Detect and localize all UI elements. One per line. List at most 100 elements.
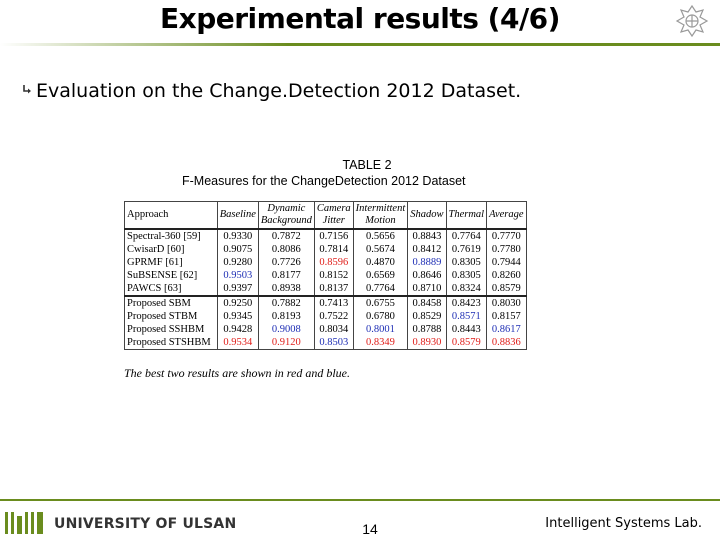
column-header: Camera Jitter [313,201,354,230]
value-cell: 0.5674 [352,243,409,256]
table-label: TABLE 2 [342,158,392,172]
column-header-line: Intermittent [355,203,406,214]
approach-cell: Proposed STBM [124,310,218,323]
title-divider [0,43,720,46]
table-row: Proposed STBM 0.9345 0.8193 0.7522 0.6780 0.8… [124,310,527,323]
column-header-line: Camera [316,203,351,214]
value-cell: 0.8137 [313,282,354,297]
value-cell: 0.7156 [313,228,354,243]
value-cell: 0.7872 [257,228,315,243]
value-cell: 0.8503 [313,336,354,350]
value-cell: 0.8034 [313,323,354,336]
column-header-line: Approach [127,209,169,220]
value-cell: 0.8646 [407,269,447,282]
value-cell: 0.9120 [257,336,315,350]
bullet-text: Evaluation on the Change.Detection 2012 … [36,80,522,102]
f-measure-table: Approach Baseline Dynamic Background Camera J… [124,201,527,350]
value-cell: 0.8086 [257,243,315,256]
value-cell: 0.9250 [216,295,259,310]
value-cell: 0.8889 [407,256,447,269]
table-note: The best two results are shown in red an… [124,366,350,380]
value-cell: 0.8529 [407,310,447,323]
table-row: Proposed SBM 0.9250 0.7882 0.7413 0.6755 0.84… [124,295,527,310]
value-cell: 0.8152 [313,269,354,282]
column-header: Shadow [407,201,447,230]
approach-cell: Proposed SBM [124,295,218,310]
value-cell: 0.9397 [216,282,259,297]
value-cell: 0.8617 [486,323,527,336]
value-cell: 0.7413 [313,295,354,310]
approach-cell: SuBSENSE [62] [124,269,218,282]
value-cell: 0.9330 [216,228,259,243]
value-cell: 0.8157 [486,310,527,323]
column-header: Intermittent Motion [352,201,409,230]
value-cell: 0.8349 [352,336,409,350]
value-cell: 0.8579 [486,282,527,297]
table-group-proposed-methods: Proposed SBM 0.9250 0.7882 0.7413 0.6755 0.84… [124,295,527,350]
value-cell: 0.9503 [216,269,259,282]
value-cell: 0.9008 [257,323,315,336]
table-title: F-Measures for the ChangeDetection 2012 … [182,174,466,188]
value-cell: 0.8938 [257,282,315,297]
value-cell: 0.7726 [257,256,315,269]
table-row: Proposed STSHBM 0.9534 0.9120 0.8503 0.8349 0… [124,336,527,350]
approach-cell: CwisarD [60] [124,243,218,256]
column-header: Thermal [445,201,488,230]
table-row: SuBSENSE [62] 0.9503 0.8177 0.8152 0.6569 0.8… [124,269,527,282]
value-cell: 0.8001 [352,323,409,336]
page-number: 14 [362,521,378,537]
value-cell: 0.9345 [216,310,259,323]
approach-cell: PAWCS [63] [124,282,218,297]
value-cell: 0.5656 [352,228,409,243]
value-cell: 0.7882 [257,295,315,310]
approach-cell: Spectral-360 [59] [124,228,218,243]
column-header: Dynamic Background [257,201,315,230]
column-header-line: Background [260,215,312,226]
approach-cell: GPRMF [61] [124,256,218,269]
value-cell: 0.8571 [445,310,488,323]
crest-logo-icon [675,4,709,38]
approach-cell: Proposed SSHBM [124,323,218,336]
value-cell: 0.7770 [486,228,527,243]
value-cell: 0.8193 [257,310,315,323]
value-cell: 0.4870 [352,256,409,269]
table-row: GPRMF [61] 0.9280 0.7726 0.8596 0.4870 0.8889… [124,256,527,269]
table-row: Spectral-360 [59] 0.9330 0.7872 0.7156 0.565… [124,228,527,243]
value-cell: 0.8030 [486,295,527,310]
value-cell: 0.9280 [216,256,259,269]
table-row: CwisarD [60] 0.9075 0.8086 0.7814 0.5674 0.84… [124,243,527,256]
column-header: Baseline [216,201,259,230]
table-row: PAWCS [63] 0.9397 0.8938 0.8137 0.7764 0.8710… [124,282,527,297]
value-cell: 0.7814 [313,243,354,256]
value-cell: 0.8324 [445,282,488,297]
column-header-line: Jitter [322,215,345,226]
value-cell: 0.6780 [352,310,409,323]
value-cell: 0.8930 [407,336,447,350]
lab-name: Intelligent Systems Lab. [545,516,702,531]
column-header-line: Dynamic [267,203,306,214]
table-group-prior-methods: Spectral-360 [59] 0.9330 0.7872 0.7156 0.565… [124,228,527,297]
column-header-line: Thermal [448,209,485,220]
column-header-approach: Approach [124,201,218,230]
value-cell: 0.8305 [445,269,488,282]
column-header-line: Baseline [219,209,256,220]
value-cell: 0.6569 [352,269,409,282]
value-cell: 0.8836 [486,336,527,350]
value-cell: 0.8579 [445,336,488,350]
value-cell: 0.8423 [445,295,488,310]
approach-cell: Proposed STSHBM [124,336,218,350]
value-cell: 0.7764 [445,228,488,243]
value-cell: 0.7522 [313,310,354,323]
table-row: Proposed SSHBM 0.9428 0.9008 0.8034 0.8001 0.… [124,323,527,336]
value-cell: 0.8843 [407,228,447,243]
value-cell: 0.8788 [407,323,447,336]
value-cell: 0.8412 [407,243,447,256]
value-cell: 0.8305 [445,256,488,269]
university-logo-icon [5,512,43,534]
column-header-line: Shadow [410,209,444,220]
university-name: UNIVERSITY OF ULSAN [54,516,237,532]
value-cell: 0.8443 [445,323,488,336]
value-cell: 0.7764 [352,282,409,297]
column-header-line: Motion [365,215,396,226]
column-header: Average [486,201,527,230]
